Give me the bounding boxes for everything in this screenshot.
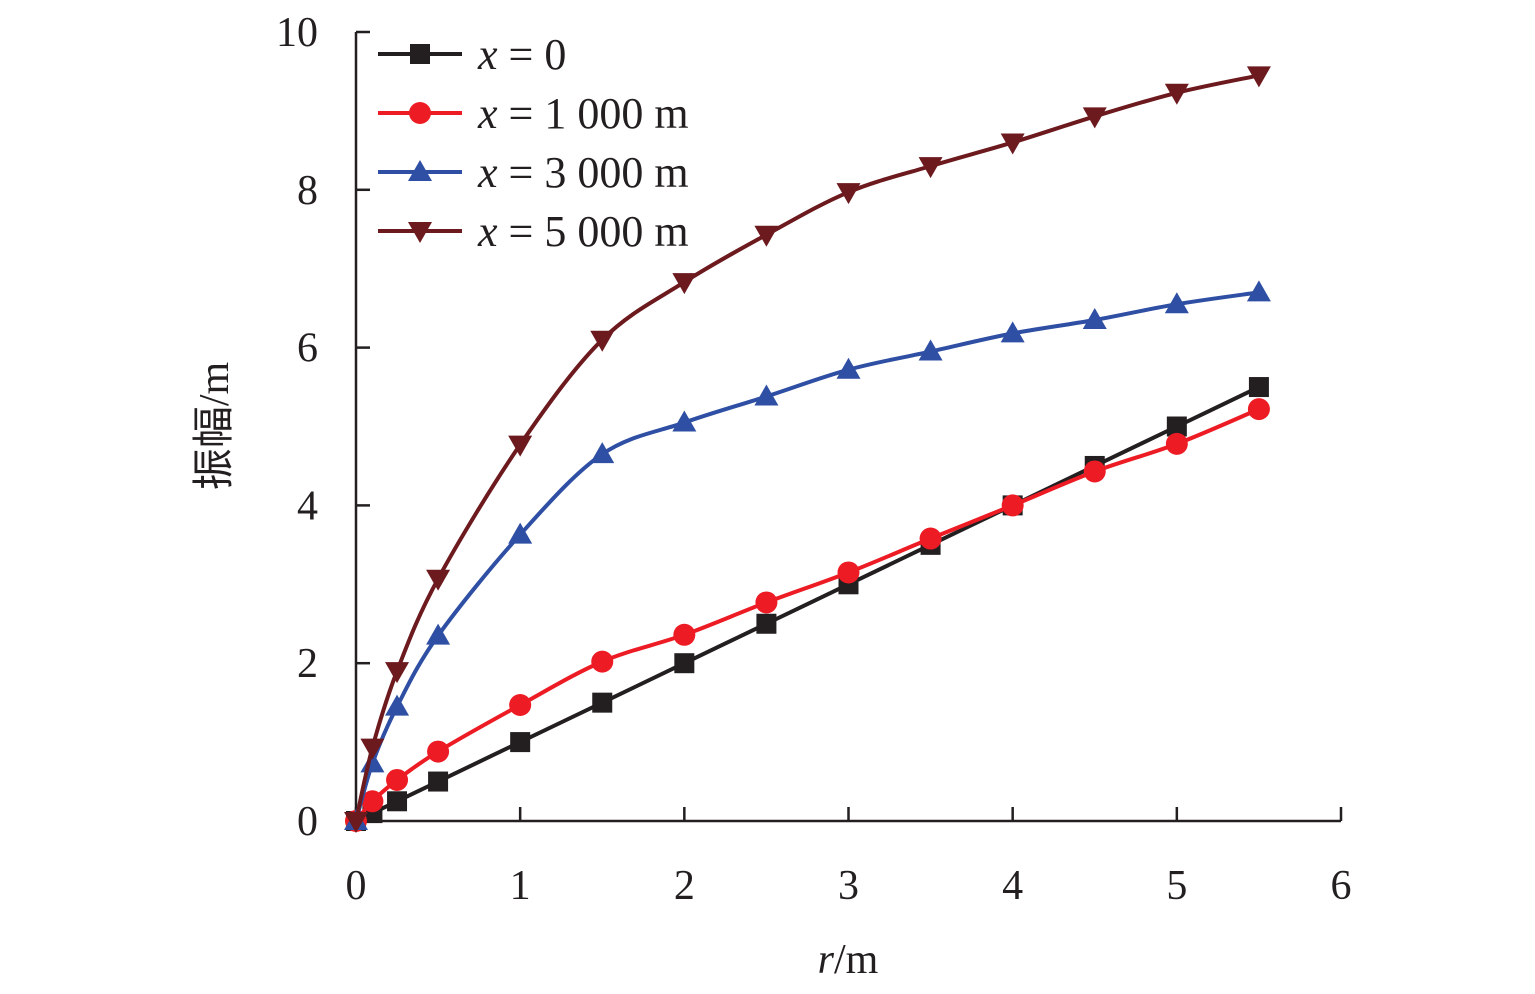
data-point-triangle-up: [918, 339, 943, 361]
data-point-circle: [1165, 432, 1188, 455]
data-point-square: [1166, 416, 1187, 437]
series-1: [345, 398, 1270, 832]
data-point-circle: [427, 740, 450, 763]
data-point-triangle-up: [426, 623, 451, 645]
data-point-triangle-up: [408, 160, 432, 181]
data-point-triangle-down: [1000, 133, 1025, 155]
data-point-square: [410, 44, 430, 64]
data-point-circle: [1083, 460, 1106, 483]
y-tick-label: 8: [297, 168, 318, 214]
legend-item: x = 1 000 m: [378, 89, 689, 138]
data-point-square: [592, 692, 613, 713]
data-point-circle: [755, 591, 778, 614]
x-axis-label: r/m: [818, 937, 879, 983]
x-tick-label: 0: [346, 863, 367, 909]
y-tick-label: 6: [297, 326, 318, 372]
data-point-triangle-up: [754, 384, 779, 406]
data-point-square: [756, 613, 777, 634]
data-point-triangle-down: [672, 273, 697, 295]
data-point-circle: [1001, 494, 1024, 517]
x-tick-label: 3: [838, 863, 859, 909]
series-line: [354, 73, 1260, 822]
data-point-triangle-up: [672, 410, 697, 432]
data-point-triangle-down: [508, 435, 533, 457]
data-point-circle: [386, 768, 409, 791]
y-tick-label: 10: [276, 10, 318, 56]
legend-item: x = 5 000 m: [378, 207, 689, 256]
series-line: [355, 385, 1260, 823]
data-point-square: [674, 653, 695, 674]
x-tick-label: 5: [1166, 863, 1187, 909]
data-point-triangle-down: [918, 157, 943, 179]
y-axis-label: 振幅/m: [192, 362, 238, 491]
data-point-circle: [1247, 398, 1270, 421]
data-point-circle: [409, 102, 431, 124]
data-point-triangle-up: [836, 357, 861, 379]
legend-label: x = 3 000 m: [477, 148, 689, 197]
data-point-circle: [361, 790, 384, 813]
x-tick-label: 2: [674, 863, 695, 909]
data-point-triangle-down: [590, 330, 615, 352]
data-point-triangle-up: [1246, 280, 1271, 302]
data-point-square: [1248, 377, 1269, 398]
data-point-triangle-down: [360, 738, 385, 760]
axes: 0 1 2 3 4 5 6 0 2 4 6 8 10: [276, 10, 1352, 909]
legend-label: x = 5 000 m: [477, 207, 689, 256]
data-point-triangle-down: [385, 662, 410, 684]
legend: x = 0 x = 1 000 m x = 3 000 m x = 5 000 m: [378, 30, 689, 256]
data-point-triangle-up: [1164, 292, 1189, 314]
series-3: [344, 66, 1271, 833]
data-point-triangle-up: [1000, 321, 1025, 343]
data-point-triangle-up: [590, 442, 615, 464]
series-2: [344, 280, 1271, 830]
legend-label: x = 1 000 m: [477, 89, 689, 138]
series-line: [354, 407, 1260, 823]
data-point-triangle-up: [385, 694, 410, 716]
data-point-triangle-down: [1164, 83, 1189, 105]
data-point-circle: [509, 694, 532, 717]
data-point-circle: [919, 527, 942, 550]
data-point-square: [387, 791, 408, 812]
x-tick-label: 1: [510, 863, 531, 909]
data-point-triangle-down: [836, 183, 861, 205]
series-line: [354, 290, 1260, 822]
y-tick-label: 0: [297, 799, 318, 845]
data-point-triangle-down: [344, 812, 368, 833]
data-point-square: [428, 771, 449, 792]
data-point-circle: [591, 650, 614, 673]
data-point-triangle-down: [426, 569, 451, 591]
data-point-circle: [837, 561, 860, 584]
data-point-circle: [673, 623, 696, 646]
legend-label: x = 0: [477, 30, 566, 79]
x-tick-label: 6: [1331, 863, 1352, 909]
y-tick-label: 4: [297, 483, 318, 529]
data-point-triangle-down: [408, 222, 432, 243]
legend-item: x = 0: [378, 30, 566, 79]
data-point-triangle-up: [508, 522, 533, 544]
y-tick-label: 2: [297, 641, 318, 687]
x-tick-label: 4: [1002, 863, 1023, 909]
data-point-triangle-down: [1246, 66, 1271, 88]
data-point-triangle-down: [1082, 107, 1107, 129]
series-group: [344, 66, 1271, 833]
data-point-triangle-down: [754, 225, 779, 247]
data-point-triangle-up: [1082, 307, 1107, 329]
series-0: [346, 377, 1269, 831]
legend-item: x = 3 000 m: [378, 148, 689, 197]
data-point-square: [510, 732, 531, 753]
